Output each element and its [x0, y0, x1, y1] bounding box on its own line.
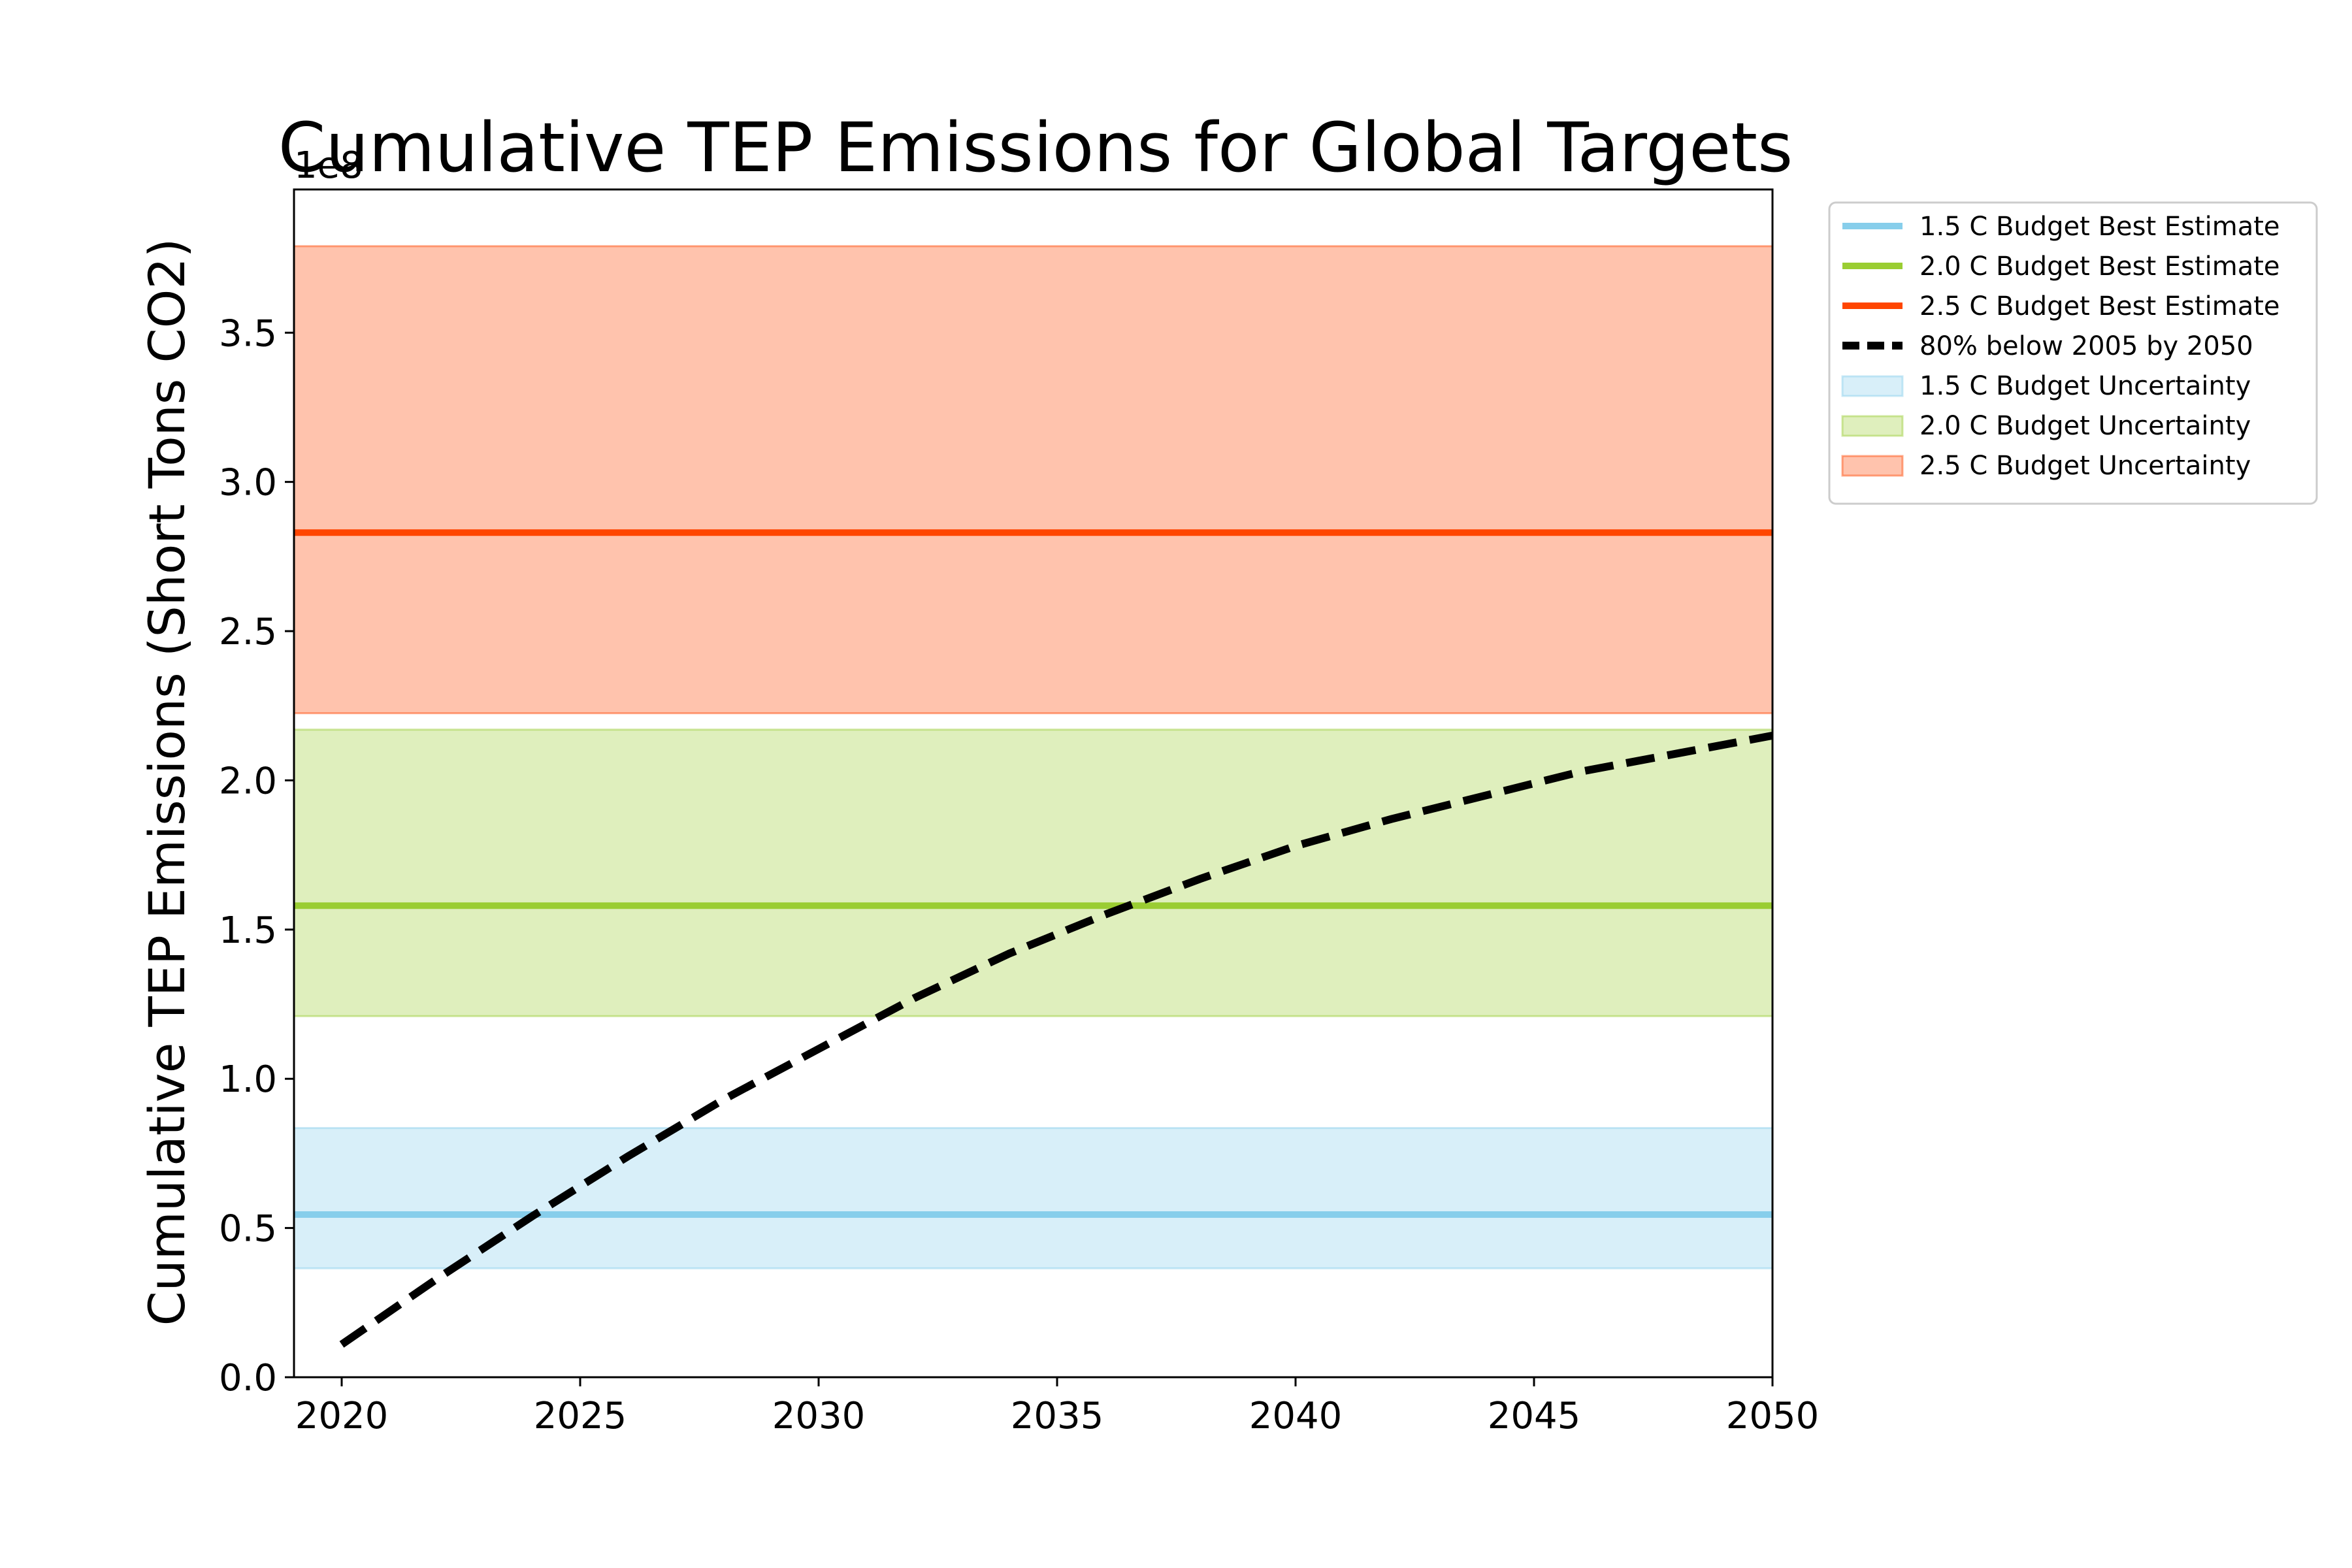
band-0: [293, 1127, 1774, 1269]
legend-swatch-6: [1841, 455, 1904, 477]
y-tick-label-5: 2.5: [219, 611, 277, 653]
legend-label-0: 1.5 C Budget Best Estimate: [1919, 212, 2280, 242]
legend-label-6: 2.5 C Budget Uncertainty: [1919, 451, 2251, 481]
y-offset-label: 1e8: [294, 144, 363, 187]
x-tick-label-1: 2025: [534, 1395, 627, 1437]
plot-frame: [293, 188, 1774, 1379]
y-tick-label-4: 2.0: [219, 760, 277, 802]
x-tick-label-2: 2030: [772, 1395, 866, 1437]
y-tick-label-0: 0.0: [219, 1357, 277, 1399]
y-tick-label-7: 3.5: [219, 312, 277, 355]
x-tick-label-3: 2035: [1011, 1395, 1104, 1437]
y-tick-label-6: 3.0: [219, 462, 277, 504]
legend-label-5: 2.0 C Budget Uncertainty: [1919, 411, 2251, 441]
x-tick-label-0: 2020: [295, 1395, 389, 1437]
chart-title: Cumulative TEP Emissions for Global Targ…: [278, 108, 1793, 188]
uncertainty-bands: [293, 245, 1774, 1269]
legend-swatch-4: [1841, 375, 1904, 397]
legend-label-1: 2.0 C Budget Best Estimate: [1919, 252, 2280, 282]
y-tick-label-2: 1.0: [219, 1058, 277, 1101]
x-tick-label-4: 2040: [1249, 1395, 1343, 1437]
legend-label-4: 1.5 C Budget Uncertainty: [1919, 371, 2251, 401]
y-axis-title: Cumulative TEP Emissions (Short Tons CO2…: [138, 238, 196, 1326]
legend-box: [1828, 201, 2318, 505]
y-tick-label-3: 1.5: [219, 909, 277, 952]
legend: 1.5 C Budget Best Estimate 2.0 C Budget B…: [1828, 201, 2318, 505]
legend-label-3: 80% below 2005 by 2050: [1919, 331, 2253, 361]
legend-swatch-5: [1841, 415, 1904, 437]
legend-label-2: 2.5 C Budget Best Estimate: [1919, 291, 2280, 321]
band-2: [293, 245, 1774, 715]
x-tick-label-5: 2045: [1488, 1395, 1581, 1437]
x-tick-label-6: 2050: [1726, 1395, 1820, 1437]
band-1: [293, 728, 1774, 1017]
axes: 2020 2025 2030 2035 2040 2045 2050 0.0 0.5 1.0 1.5…: [219, 188, 1820, 1437]
y-tick-label-1: 0.5: [219, 1208, 277, 1250]
